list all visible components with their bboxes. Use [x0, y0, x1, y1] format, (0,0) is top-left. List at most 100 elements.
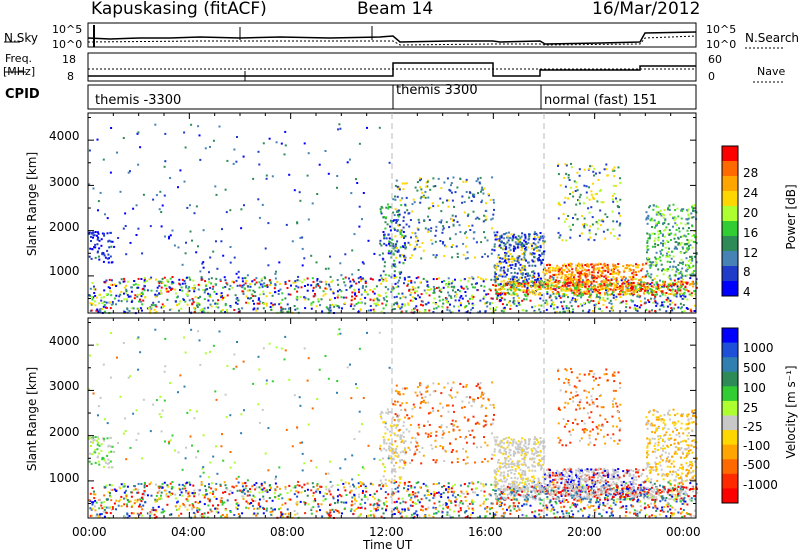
- power-echo: [158, 292, 161, 295]
- power-echo: [229, 209, 232, 212]
- power-echo: [224, 286, 227, 288]
- power-echo: [664, 269, 666, 272]
- power-echo: [657, 213, 660, 216]
- power-echo: [385, 295, 388, 298]
- power-echo: [459, 296, 462, 299]
- power-echo: [278, 261, 281, 264]
- power-echo: [316, 193, 319, 195]
- power-echo: [166, 290, 169, 293]
- power-echo: [300, 286, 303, 289]
- power-echo: [152, 301, 155, 304]
- power-echo: [409, 219, 412, 221]
- power-echo: [685, 289, 687, 291]
- velocity-echo: [355, 508, 358, 510]
- power-echo: [674, 209, 677, 212]
- power-echo: [284, 308, 287, 310]
- power-echo: [517, 242, 520, 245]
- power-echo: [612, 200, 615, 203]
- velocity-echo: [103, 515, 106, 518]
- power-echo: [402, 295, 405, 298]
- power-echo: [351, 295, 353, 298]
- power-echo: [433, 289, 436, 292]
- velocity-echo: [531, 511, 534, 514]
- power-echo: [425, 185, 428, 188]
- power-echo: [236, 136, 238, 138]
- velocity-echo: [636, 510, 639, 512]
- power-echo: [578, 283, 581, 286]
- power-echo: [567, 273, 570, 276]
- velocity-echo: [484, 507, 487, 510]
- power-echo: [500, 297, 503, 300]
- velocity-echo: [468, 507, 470, 510]
- velocity-echo: [484, 515, 487, 518]
- power-echo: [591, 290, 594, 293]
- velocity-echo: [579, 493, 582, 496]
- power-echo: [296, 221, 299, 224]
- velocity-echo: [681, 515, 684, 518]
- power-echo: [417, 276, 420, 279]
- power-echo: [109, 307, 112, 310]
- power-echo: [228, 288, 231, 291]
- power-echo: [213, 290, 216, 293]
- power-echo: [575, 293, 577, 296]
- power-echo: [428, 294, 431, 297]
- power-echo: [209, 286, 212, 289]
- power-echo: [387, 233, 390, 236]
- power-echo: [575, 290, 578, 293]
- power-echo: [690, 239, 693, 242]
- power-echo: [264, 247, 267, 250]
- power-echo: [593, 239, 596, 242]
- power-echo: [622, 281, 625, 284]
- power-echo: [625, 300, 628, 303]
- power-echo: [320, 280, 323, 283]
- power-echo: [613, 169, 616, 172]
- power-echo: [677, 289, 679, 292]
- power-echo: [611, 305, 614, 308]
- power-echo: [171, 280, 174, 283]
- velocity-echo: [203, 496, 206, 499]
- velocity-echo: [398, 484, 400, 487]
- power-echo: [662, 286, 665, 289]
- power-echo: [274, 291, 276, 294]
- power-echo: [632, 293, 635, 296]
- power-echo: [674, 274, 677, 277]
- velocity-echo: [241, 482, 244, 485]
- power-echo: [280, 306, 283, 309]
- velocity-echo: [215, 497, 218, 500]
- power-echo: [652, 261, 655, 264]
- power-echo: [681, 297, 684, 300]
- power-echo: [692, 234, 695, 237]
- velocity-echo: [120, 495, 123, 498]
- power-echo: [672, 217, 674, 220]
- velocity-echo: [640, 494, 643, 497]
- power-echo: [340, 296, 343, 299]
- power-echo: [533, 281, 536, 284]
- power-echo: [520, 268, 523, 271]
- power-echo: [480, 241, 483, 244]
- power-echo: [593, 174, 595, 177]
- power-echo: [615, 295, 618, 298]
- cpid-segment-3: normal (fast) 151: [544, 93, 658, 108]
- power-echo: [94, 256, 97, 259]
- power-echo: [396, 247, 398, 249]
- power-echo: [214, 283, 217, 286]
- power-echo: [481, 255, 484, 258]
- power-echo: [612, 289, 615, 292]
- power-echo: [639, 300, 642, 303]
- power-echo: [395, 179, 398, 182]
- velocity-echo: [226, 513, 228, 516]
- power-echo: [587, 280, 590, 283]
- power-echo: [649, 261, 652, 264]
- power-echo: [341, 307, 343, 310]
- power-echo: [407, 241, 410, 244]
- power-echo: [570, 279, 573, 282]
- power-echo: [98, 258, 101, 261]
- power-echo: [597, 289, 600, 291]
- power-echo: [577, 262, 580, 265]
- velocity-echo: [353, 502, 356, 505]
- power-echo: [88, 231, 91, 234]
- power-echo: [619, 293, 622, 296]
- power-echo: [458, 299, 461, 302]
- xtick-0000: 00:00: [72, 525, 107, 539]
- power-echo: [690, 310, 693, 313]
